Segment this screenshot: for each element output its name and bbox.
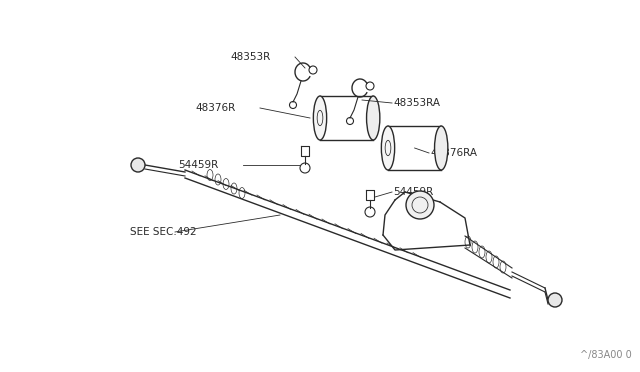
Text: 48353RA: 48353RA: [393, 98, 440, 108]
Ellipse shape: [314, 96, 326, 140]
Circle shape: [406, 191, 434, 219]
Ellipse shape: [367, 96, 380, 140]
Text: 48376RA: 48376RA: [430, 148, 477, 158]
Text: 54459R: 54459R: [178, 160, 218, 170]
Ellipse shape: [435, 126, 448, 170]
Circle shape: [131, 158, 145, 172]
Circle shape: [548, 293, 562, 307]
Text: ^/83A00 0: ^/83A00 0: [580, 350, 632, 360]
Ellipse shape: [381, 126, 395, 170]
Text: SEE SEC.492: SEE SEC.492: [130, 227, 196, 237]
Text: 54459R: 54459R: [393, 187, 433, 197]
Text: 48353R: 48353R: [230, 52, 270, 62]
Text: 48376R: 48376R: [195, 103, 236, 113]
